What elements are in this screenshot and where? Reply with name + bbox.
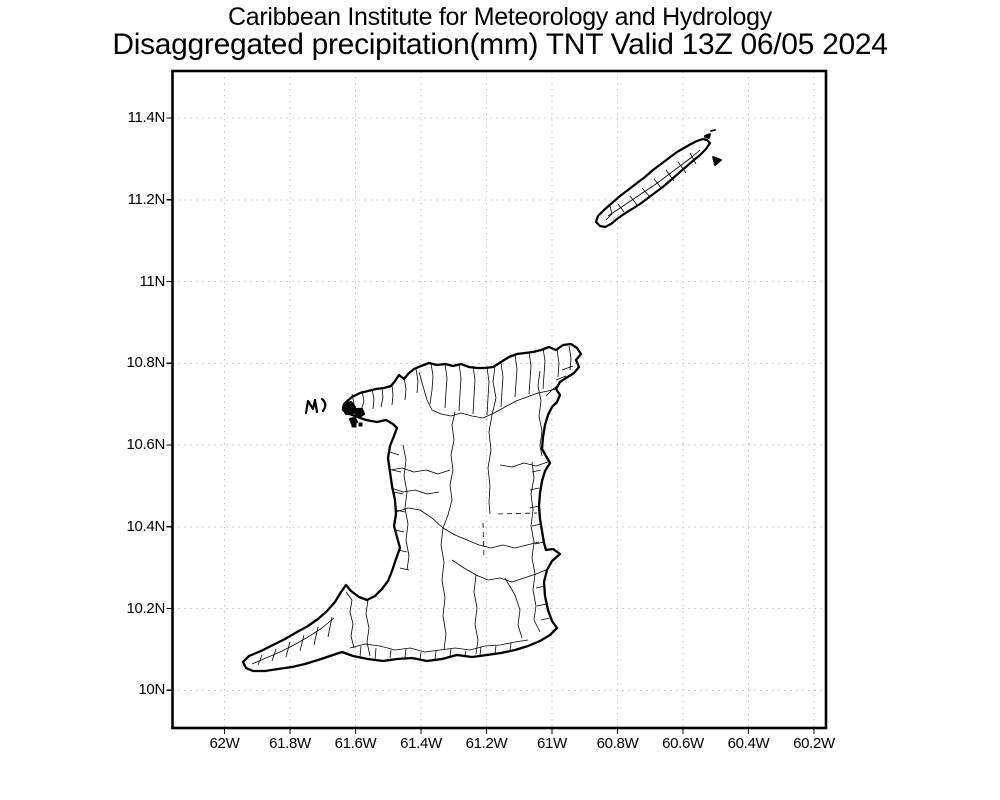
islet-st-giles-dash (710, 129, 716, 132)
islet-monos (341, 400, 357, 416)
tobago-islets (704, 129, 722, 166)
page-title: Caribbean Institute for Meteorology and … (228, 3, 772, 31)
islet-st-giles (704, 133, 711, 139)
lon-tick-label: 61.8W (269, 735, 311, 752)
page-subtitle: Disaggregated precipitation(mm) TNT Vali… (112, 28, 888, 61)
lon-tick-label: 61.2W (465, 735, 508, 752)
islet-little-tobago (712, 156, 722, 166)
lat-tick-label: 10.4N (126, 517, 165, 535)
islet-gaspar-grande (353, 407, 366, 419)
lat-tick-label: 11.4N (127, 109, 166, 126)
lat-tick-label: 11N (139, 272, 165, 290)
longitude-gridlines (224, 71, 815, 728)
lon-tick-label: 61.4W (400, 735, 442, 752)
lat-tick-label: 10.8N (126, 354, 165, 372)
islet-small (348, 416, 359, 426)
lon-tick-label: 61W (537, 735, 567, 752)
trinidad-coastline (241, 342, 583, 673)
lon-tick-label: 60.6W (662, 735, 704, 752)
lon-tick-label: 60.4W (727, 735, 770, 752)
lon-tick-label: 62W (209, 735, 240, 752)
islet-huevos (320, 397, 327, 413)
lon-tick-label: 60.8W (596, 735, 639, 752)
trinidad-watershed-boundaries (251, 345, 574, 666)
lat-tick-label: 11.2N (127, 190, 166, 208)
tobago-watershed-boundaries (605, 149, 701, 221)
islet-chacachacare (304, 398, 319, 415)
lat-tick-label: 10.2N (126, 599, 165, 617)
bocas-islets (304, 397, 366, 428)
latitude-gridlines (172, 117, 826, 691)
lat-tick-label: 10.6N (126, 436, 165, 453)
tobago-coastline (594, 137, 712, 229)
lat-tick-label: 10N (138, 681, 165, 699)
lon-tick-label: 60.2W (793, 735, 835, 752)
island-outlines (241, 129, 722, 673)
lon-tick-label: 61.6W (334, 735, 377, 752)
five-islands (351, 422, 363, 428)
plot-frame (171, 69, 828, 730)
